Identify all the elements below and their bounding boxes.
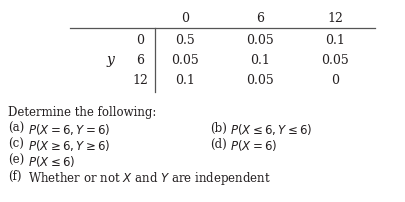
Text: (f): (f) — [8, 170, 21, 183]
Text: 0.05: 0.05 — [320, 54, 348, 66]
Text: 0.05: 0.05 — [245, 34, 273, 46]
Text: y: y — [106, 53, 114, 67]
Text: 6: 6 — [256, 12, 263, 24]
Text: $P(X \leq 6)$: $P(X \leq 6)$ — [28, 154, 75, 169]
Text: 0: 0 — [330, 74, 338, 86]
Text: 0.5: 0.5 — [175, 34, 194, 46]
Text: 0.1: 0.1 — [249, 54, 269, 66]
Text: (b): (b) — [209, 122, 226, 135]
Text: (a): (a) — [8, 122, 24, 135]
Text: 0: 0 — [136, 34, 144, 46]
Text: 12: 12 — [132, 74, 147, 86]
Text: (c): (c) — [8, 138, 24, 151]
Text: Determine the following:: Determine the following: — [8, 106, 156, 119]
Text: 0.05: 0.05 — [245, 74, 273, 86]
Text: 0: 0 — [181, 12, 189, 24]
Text: $P(X = 6)$: $P(X = 6)$ — [230, 138, 277, 153]
Text: $P(X = 6, Y = 6)$: $P(X = 6, Y = 6)$ — [28, 122, 110, 137]
Text: (d): (d) — [209, 138, 226, 151]
Text: Whether or not $X$ and $Y$ are independent: Whether or not $X$ and $Y$ are independe… — [28, 170, 270, 187]
Text: 0.1: 0.1 — [324, 34, 344, 46]
Text: $P(X \geq 6, Y \geq 6)$: $P(X \geq 6, Y \geq 6)$ — [28, 138, 110, 153]
Text: 6: 6 — [136, 54, 144, 66]
Text: (e): (e) — [8, 154, 24, 167]
Text: 0.1: 0.1 — [175, 74, 194, 86]
Text: 0.05: 0.05 — [171, 54, 198, 66]
Text: 12: 12 — [326, 12, 342, 24]
Text: $P(X \leq 6, Y \leq 6)$: $P(X \leq 6, Y \leq 6)$ — [230, 122, 311, 137]
